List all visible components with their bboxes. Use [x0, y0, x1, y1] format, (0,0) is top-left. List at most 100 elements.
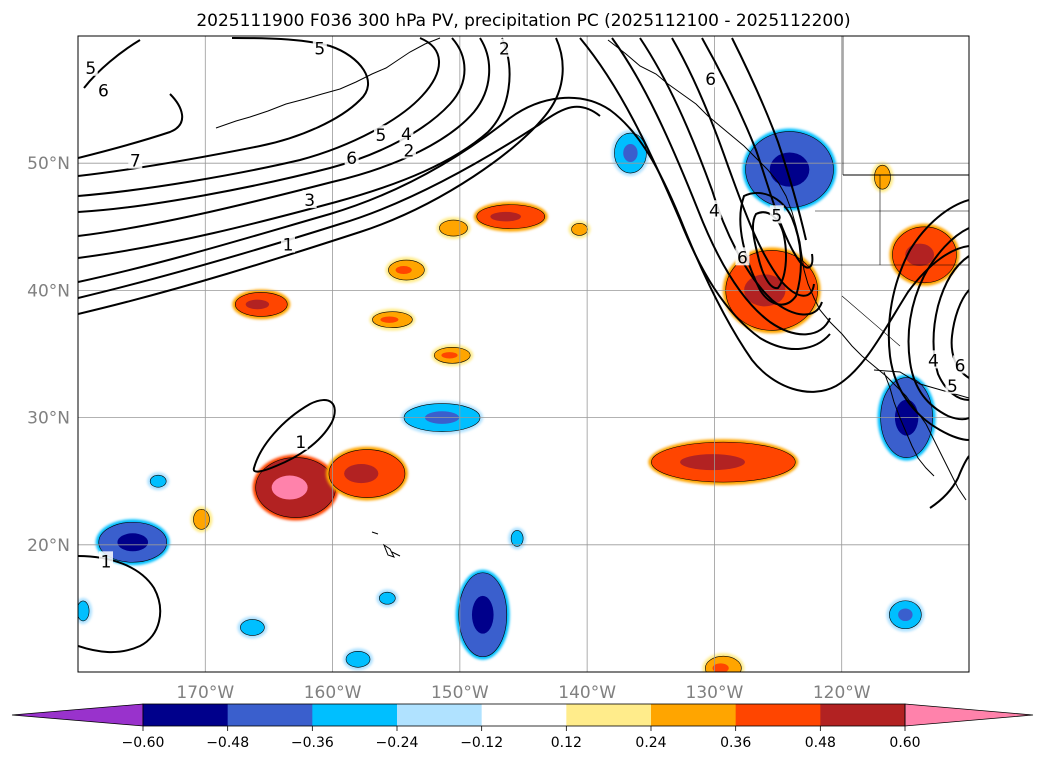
pv-contour-label-text: 7: [130, 152, 141, 172]
colorbar-segment: [651, 704, 737, 726]
colorbar-tick-label: −0.36: [291, 735, 334, 751]
pv-closed-loop-1-south: [252, 399, 336, 473]
precip-negative-region: [611, 130, 650, 177]
precip-negative-region: [237, 616, 268, 639]
pv-contour-label: 6: [703, 69, 718, 90]
precip-positive-region: [431, 344, 474, 367]
precip-positive-region: [889, 223, 960, 286]
state-border-d: [841, 295, 901, 347]
lon-tick-label: 130°W: [686, 683, 744, 703]
pv-contour-label-text: 1: [283, 236, 294, 256]
pv-contour-label-text: 5: [85, 59, 96, 79]
pv-contour-label: 6: [96, 80, 111, 102]
precip-negative-region: [78, 597, 93, 624]
hawaii-islands: [371, 531, 401, 558]
colorbar-tick-label: 0.36: [720, 735, 751, 751]
pv-contour-label: 1: [99, 551, 114, 572]
pv-contour-label: 3: [302, 190, 317, 211]
pv-contour-7: [78, 93, 183, 159]
precip-positive-region: [252, 454, 339, 521]
precip-positive-region: [473, 201, 548, 232]
pv-contour-6-west: [78, 37, 370, 177]
pv-contour-label-text: 6: [346, 149, 357, 169]
precip-negative-region: [343, 648, 374, 671]
pv-contour-5: [78, 37, 440, 197]
colorbar-tick-label: −0.24: [376, 735, 419, 751]
colorbar-segment: [143, 704, 229, 726]
pv-contour-label-text: 2: [404, 141, 415, 161]
colorbar-segment: [566, 704, 652, 726]
pv-ridge-east-1: [887, 199, 969, 441]
precip-negative-region: [147, 472, 170, 491]
pv-trough-inner: [639, 37, 823, 316]
gridlines: [78, 36, 969, 672]
precip-negative-region: [95, 519, 170, 566]
lat-tick-label: 30°N: [27, 409, 70, 429]
pv-contour-label-text: 2: [499, 40, 510, 60]
colorbar-segment: [820, 704, 906, 726]
colorbar-segment: [481, 704, 567, 726]
precip-negative-region: [376, 589, 399, 608]
precip-positive-region: [648, 439, 799, 486]
lon-tick-label: 160°W: [304, 683, 362, 703]
map-frame: [77, 35, 970, 673]
pv-contour-label-text: 1: [295, 433, 306, 453]
pv-contour-label: 2: [497, 38, 512, 60]
precip-negative-region: [508, 527, 527, 550]
pv-contour-label-text: 5: [376, 126, 387, 146]
precip-positive-region: [232, 289, 291, 320]
precip-negative-region: [742, 128, 837, 211]
colorbar-extend-high: [904, 703, 1034, 727]
pv-contour-label: 7: [128, 150, 143, 172]
lon-tick-label: 140°W: [558, 683, 616, 703]
pv-ridge-east-2: [907, 227, 969, 421]
pv-contour-label: 5: [312, 38, 327, 60]
pv-contour-label-text: 4: [928, 351, 939, 371]
pv-contour-2: [78, 37, 511, 259]
pv-contour-label: 6: [953, 355, 968, 376]
colorbar: −0.60 −0.48 −0.36 −0.24 −0.12 0.12 0.24 0.36 0.4…: [11, 703, 1034, 751]
colorbar-tick-label: 0.12: [551, 735, 582, 751]
pv-contour-label: 4: [926, 350, 941, 371]
pv-contour-label-text: 6: [737, 248, 748, 268]
pv-contour-label-text: 3: [304, 191, 315, 211]
precip-positive-region: [871, 162, 894, 193]
pv-contour-label-text: 5: [771, 206, 782, 226]
colorbar-tick-label: 0.24: [635, 735, 666, 751]
pv-contour-2-south: [78, 105, 601, 299]
lat-tick-label: 40°N: [27, 281, 70, 301]
pv-contour-label-text: 6: [705, 70, 716, 90]
pv-trough-outer: [579, 37, 831, 350]
colorbar-extend-low: [11, 703, 144, 727]
pv-contour-3: [78, 37, 491, 237]
lon-tick-label: 150°W: [431, 683, 489, 703]
pv-trough-core2: [701, 37, 814, 269]
colorbar-tick-label: 0.60: [889, 735, 920, 751]
pv-contour-label: 5: [769, 205, 784, 226]
pv-contour-trough-a: [78, 37, 564, 315]
precip-positive-region: [369, 308, 416, 331]
pv-contour-label: 5: [945, 375, 960, 397]
colorbar-tick-label: −0.60: [122, 735, 165, 751]
aleutian-alaska-coast: [215, 37, 441, 129]
precip-negative-region: [886, 597, 925, 632]
axis-tick-labels: 170°W 160°W 150°W 140°W 130°W 120°W 50°N 40°N 30…: [27, 154, 871, 703]
pv-contour-label-text: 1: [101, 552, 112, 572]
pv-trough-core3: [731, 37, 807, 241]
chart-title: 2025111900 F036 300 hPa PV, precipitatio…: [196, 11, 850, 31]
pv-contour-label: 5: [373, 125, 388, 146]
precip-negative-region: [455, 569, 510, 660]
baja-peninsula: [883, 371, 935, 477]
coastlines-and-borders: [215, 36, 969, 558]
pv-contour-label-text: 6: [955, 356, 966, 376]
colorbar-frame: [142, 703, 906, 727]
lon-tick-label: 170°W: [176, 683, 234, 703]
precip-positive-region: [568, 220, 591, 239]
precip-positive-region: [325, 446, 408, 501]
lat-tick-label: 50°N: [27, 154, 70, 174]
us-mexico-border: [873, 369, 969, 399]
pv-contour-label: 6: [344, 148, 359, 169]
precip-positive-region: [436, 217, 471, 240]
